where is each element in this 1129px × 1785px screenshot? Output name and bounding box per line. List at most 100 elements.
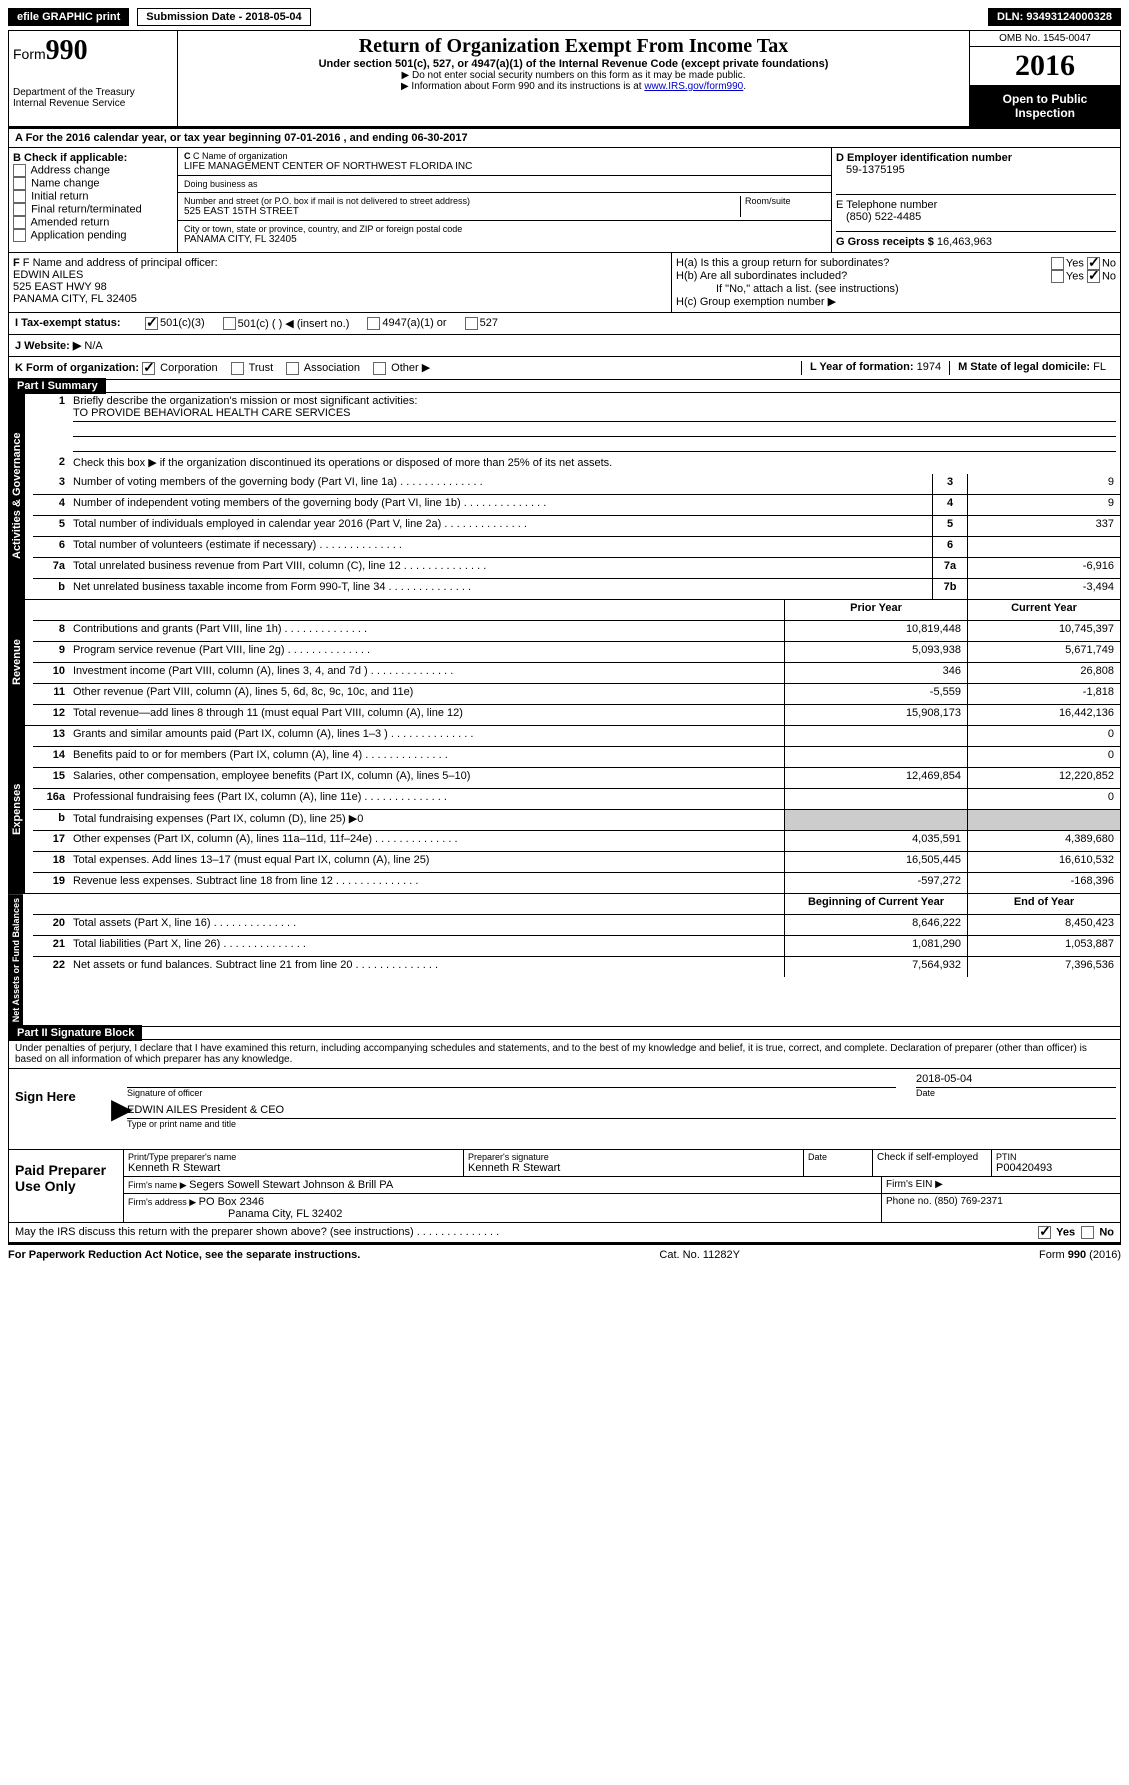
footer-left: For Paperwork Reduction Act Notice, see … bbox=[8, 1249, 360, 1261]
officer-signature[interactable] bbox=[127, 1073, 896, 1088]
hb-label: H(b) Are all subordinates included? bbox=[676, 270, 1051, 283]
l5-value: 337 bbox=[967, 516, 1120, 536]
cb-other[interactable] bbox=[373, 362, 386, 375]
l17-cy: 4,389,680 bbox=[967, 831, 1120, 851]
l18-py: 16,505,445 bbox=[784, 852, 967, 872]
cb-4947[interactable] bbox=[367, 317, 380, 330]
hdr-bcy: Beginning of Current Year bbox=[784, 894, 967, 914]
l19-py: -597,272 bbox=[784, 873, 967, 893]
cb-application-pending[interactable] bbox=[13, 229, 26, 242]
form-subtitle: Under section 501(c), 527, or 4947(a)(1)… bbox=[182, 58, 965, 70]
sign-here-label: Sign Here bbox=[9, 1069, 111, 1149]
cb-trust[interactable] bbox=[231, 362, 244, 375]
section-a: A For the 2016 calendar year, or tax yea… bbox=[8, 127, 1121, 148]
officer-city: PANAMA CITY, FL 32405 bbox=[13, 293, 667, 305]
room-label: Room/suite bbox=[745, 196, 825, 206]
b-label: B Check if applicable: bbox=[13, 152, 173, 164]
irs-link[interactable]: www.IRS.gov/form990 bbox=[644, 81, 743, 92]
l21-cy: 1,053,887 bbox=[967, 936, 1120, 956]
l18-cy: 16,610,532 bbox=[967, 852, 1120, 872]
perjury-text: Under penalties of perjury, I declare th… bbox=[8, 1040, 1121, 1069]
l20-cy: 8,450,423 bbox=[967, 915, 1120, 935]
cb-discuss-no[interactable] bbox=[1081, 1226, 1094, 1239]
cb-final-return[interactable] bbox=[13, 203, 26, 216]
discuss-text: May the IRS discuss this return with the… bbox=[15, 1226, 1038, 1239]
tab-revenue: Revenue bbox=[9, 600, 25, 725]
open-to-public: Open to Public Inspection bbox=[970, 86, 1120, 126]
street-value: 525 EAST 15TH STREET bbox=[184, 206, 740, 217]
section-klm: K Form of organization: Corporation Trus… bbox=[8, 357, 1121, 380]
phone-value: (850) 522-4485 bbox=[836, 211, 1116, 223]
l21-py: 1,081,290 bbox=[784, 936, 967, 956]
cb-501c[interactable] bbox=[223, 317, 236, 330]
dln: DLN: 93493124000328 bbox=[988, 8, 1121, 26]
efile-button[interactable]: efile GRAPHIC print bbox=[8, 8, 129, 26]
section-i: I Tax-exempt status: 501(c)(3) 501(c) ( … bbox=[8, 313, 1121, 335]
cb-527[interactable] bbox=[465, 317, 478, 330]
l14-py bbox=[784, 747, 967, 767]
preparer-signature: Kenneth R Stewart bbox=[468, 1162, 799, 1174]
officer-street: 525 EAST HWY 98 bbox=[13, 281, 667, 293]
l15-py: 12,469,854 bbox=[784, 768, 967, 788]
firm-ein: Firm's EIN ▶ bbox=[881, 1177, 1120, 1193]
cb-initial-return[interactable] bbox=[13, 190, 26, 203]
l16a-py bbox=[784, 789, 967, 809]
footer-form: Form 990 (2016) bbox=[1039, 1249, 1121, 1261]
l11-py: -5,559 bbox=[784, 684, 967, 704]
l12-py: 15,908,173 bbox=[784, 705, 967, 725]
l7b-value: -3,494 bbox=[967, 579, 1120, 599]
governance-section: Activities & Governance 1Briefly describ… bbox=[8, 393, 1121, 600]
form-word: Form bbox=[13, 46, 46, 62]
tab-expenses: Expenses bbox=[9, 726, 25, 893]
l6-value bbox=[967, 537, 1120, 557]
cb-amended-return[interactable] bbox=[13, 216, 26, 229]
cb-hb-yes[interactable] bbox=[1051, 270, 1064, 283]
note-ssn: ▶ Do not enter social security numbers o… bbox=[182, 70, 965, 81]
page-footer: For Paperwork Reduction Act Notice, see … bbox=[8, 1243, 1121, 1265]
c-name-label: C C Name of organization bbox=[184, 151, 825, 161]
section-bcd: B Check if applicable: Address change Na… bbox=[8, 148, 1121, 253]
cb-501c3[interactable] bbox=[145, 317, 158, 330]
omb-number: OMB No. 1545-0047 bbox=[970, 31, 1120, 47]
m-state: M State of legal domicile: FL bbox=[949, 361, 1114, 375]
tab-net-assets: Net Assets or Fund Balances bbox=[9, 894, 23, 1026]
discuss-row: May the IRS discuss this return with the… bbox=[8, 1223, 1121, 1243]
i-label: I Tax-exempt status: bbox=[15, 317, 145, 330]
topbar: efile GRAPHIC print Submission Date - 20… bbox=[8, 8, 1121, 26]
section-j: J Website: ▶ N/A bbox=[8, 335, 1121, 357]
g-gross-receipts: G Gross receipts $ 16,463,963 bbox=[836, 236, 1116, 248]
sign-here-block: Sign Here ▶ Signature of officer2018-05-… bbox=[8, 1069, 1121, 1150]
l11-cy: -1,818 bbox=[967, 684, 1120, 704]
irs-label: Internal Revenue Service bbox=[13, 98, 173, 109]
net-assets-section: Net Assets or Fund Balances Beginning of… bbox=[8, 894, 1121, 1027]
l3-value: 9 bbox=[967, 474, 1120, 494]
cb-association[interactable] bbox=[286, 362, 299, 375]
e-label: E Telephone number bbox=[836, 199, 1116, 211]
cb-corporation[interactable] bbox=[142, 362, 155, 375]
cb-name-change[interactable] bbox=[13, 177, 26, 190]
officer-typed-name: EDWIN AILES President & CEO bbox=[127, 1104, 1116, 1119]
firm-phone: Phone no. (850) 769-2371 bbox=[881, 1194, 1120, 1222]
l14-cy: 0 bbox=[967, 747, 1120, 767]
form-title: Return of Organization Exempt From Incom… bbox=[182, 35, 965, 58]
l16b-cy bbox=[967, 810, 1120, 830]
tax-year: 2016 bbox=[970, 47, 1120, 86]
l12-cy: 16,442,136 bbox=[967, 705, 1120, 725]
hdr-current-year: Current Year bbox=[967, 600, 1120, 620]
revenue-section: Revenue Prior YearCurrent Year 8Contribu… bbox=[8, 600, 1121, 726]
cb-discuss-yes[interactable] bbox=[1038, 1226, 1051, 1239]
l8-cy: 10,745,397 bbox=[967, 621, 1120, 641]
l17-py: 4,035,591 bbox=[784, 831, 967, 851]
l15-cy: 12,220,852 bbox=[967, 768, 1120, 788]
cb-hb-no[interactable] bbox=[1087, 270, 1100, 283]
self-employed: Check if self-employed bbox=[872, 1150, 991, 1176]
submission-date: Submission Date - 2018-05-04 bbox=[137, 8, 310, 26]
ha-label: H(a) Is this a group return for subordin… bbox=[676, 257, 1051, 270]
l20-py: 8,646,222 bbox=[784, 915, 967, 935]
l13-py bbox=[784, 726, 967, 746]
cb-address-change[interactable] bbox=[13, 164, 26, 177]
l8-py: 10,819,448 bbox=[784, 621, 967, 641]
org-name: LIFE MANAGEMENT CENTER OF NORTHWEST FLOR… bbox=[184, 161, 825, 172]
cb-ha-yes[interactable] bbox=[1051, 257, 1064, 270]
l19-cy: -168,396 bbox=[967, 873, 1120, 893]
